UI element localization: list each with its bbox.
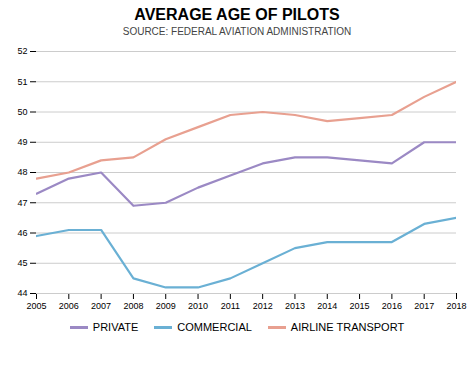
svg-text:2016: 2016 [382,301,402,311]
svg-text:2018: 2018 [446,301,466,311]
svg-text:44: 44 [17,288,27,298]
svg-text:2015: 2015 [350,301,370,311]
svg-text:2005: 2005 [26,301,46,311]
html-text:PRIVATE: PRIVATE [92,321,139,333]
svg-text:48: 48 [17,167,27,177]
svg-text:2017: 2017 [414,301,434,311]
html-text:AIRLINE TRANSPORT: AIRLINE TRANSPORT [290,321,405,333]
svg-text:51: 51 [17,77,27,87]
svg-text:2006: 2006 [59,301,79,311]
svg-text:46: 46 [17,228,27,238]
svg-text:50: 50 [17,107,27,117]
svg-text:2007: 2007 [91,301,111,311]
html-text:COMMERCIAL: COMMERCIAL [177,321,252,333]
svg-text:52: 52 [17,46,27,56]
svg-text:2008: 2008 [123,301,143,311]
svg-text:2010: 2010 [188,301,208,311]
svg-text:2012: 2012 [253,301,273,311]
svg-text:2014: 2014 [317,301,337,311]
html-text:AVERAGE AGE OF PILOTS: AVERAGE AGE OF PILOTS [134,6,340,23]
svg-text:47: 47 [17,198,27,208]
svg-text:2013: 2013 [285,301,305,311]
svg-text:45: 45 [17,258,27,268]
svg-text:2009: 2009 [156,301,176,311]
html-text:SOURCE: FEDERAL AVIATION ADMIN: SOURCE: FEDERAL AVIATION ADMINISTRATION [122,26,352,37]
svg-text:49: 49 [17,137,27,147]
svg-text:2011: 2011 [221,301,240,311]
